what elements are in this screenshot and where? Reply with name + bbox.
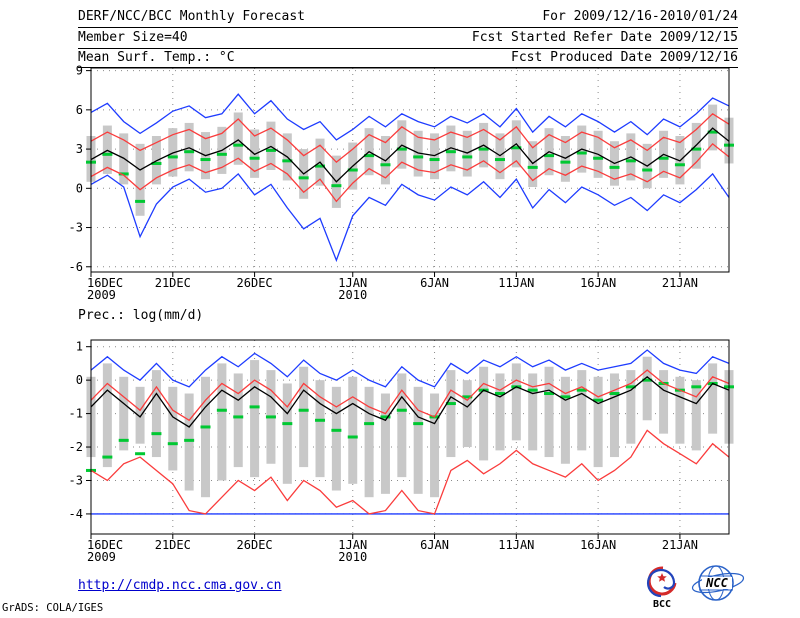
bcc-swirl-blue — [646, 568, 676, 598]
lower-quartile-line — [90, 142, 730, 203]
x-tick-sublabel: 2010 — [338, 288, 367, 302]
x-tick-label: 21JAN — [662, 276, 698, 290]
plot-frame — [90, 339, 730, 535]
y-tick-label: 6 — [76, 103, 83, 117]
x-tick-label: 11JAN — [498, 538, 534, 552]
observation-markers — [86, 378, 734, 472]
grads-credit: GrADS: COLA/IGES — [2, 602, 104, 614]
y-tick-label: 0 — [76, 373, 83, 387]
y-tick-label: -2 — [69, 440, 83, 454]
y-tick-label: 1 — [76, 340, 83, 354]
upper-quartile-line — [90, 112, 730, 164]
upper-quartile-line — [90, 369, 730, 422]
x-tick-sublabel: 2009 — [87, 288, 116, 302]
x-tick-sublabel: 2009 — [87, 550, 116, 564]
x-tick-label: 26DEC — [237, 538, 273, 552]
bcc-star-icon — [657, 573, 667, 582]
bcc-logo-label: BCC — [653, 599, 671, 609]
ensemble-min-line — [90, 172, 730, 263]
y-tick-label: -6 — [69, 260, 83, 274]
x-tick-label: 21DEC — [155, 276, 191, 290]
member-size-label: Member Size=40 — [78, 30, 188, 45]
ncc-label-bg — [702, 577, 732, 589]
x-tick-label: 21JAN — [662, 538, 698, 552]
ncc-logo: NCC — [691, 565, 745, 601]
ncc-orbit-icon — [691, 572, 745, 594]
y-tick-label: -3 — [69, 473, 83, 487]
x-tick-label: 1JAN — [338, 276, 367, 290]
lower-quartile-line — [90, 429, 730, 515]
fcst-started-label: Fcst Started Refer Date 2009/12/15 — [471, 30, 738, 45]
y-tick-label: 9 — [76, 64, 83, 78]
ensemble-spread-bars — [86, 356, 734, 498]
cmdp-url-link[interactable]: http://cmdp.ncc.cma.gov.cn — [78, 578, 282, 593]
header-rule-1 — [78, 27, 738, 28]
temp-chart-title: Mean Surf. Temp.: °C — [78, 50, 235, 65]
x-tick-label: 1JAN — [338, 538, 367, 552]
x-tick-label: 6JAN — [420, 276, 449, 290]
ncc-logo-label: NCC — [705, 576, 728, 590]
ensemble-max-line — [90, 349, 730, 388]
x-tick-label: 16JAN — [580, 276, 616, 290]
x-tick-label: 21DEC — [155, 538, 191, 552]
ensemble-mean-line — [90, 127, 730, 183]
y-tick-label: -1 — [69, 407, 83, 421]
bcc-swirl-red — [647, 566, 677, 596]
y-tick-label: -4 — [69, 507, 83, 521]
x-tick-label: 16DEC — [87, 276, 123, 290]
footer-logos: BCC NCC — [642, 563, 748, 609]
plot-frame — [90, 67, 730, 273]
header-rule-3 — [78, 67, 738, 68]
ensemble-mean-line — [90, 375, 730, 428]
x-tick-sublabel: 2010 — [338, 550, 367, 564]
y-tick-label: 0 — [76, 181, 83, 195]
x-tick-label: 11JAN — [498, 276, 534, 290]
y-axis-labels: -4 -3 -2 -1 0 1 — [69, 340, 91, 521]
y-axis-labels: -6 -3 0 3 6 9 — [69, 64, 91, 274]
y-tick-label: -3 — [69, 221, 83, 235]
x-tick-label: 16DEC — [87, 538, 123, 552]
x-tick-label: 6JAN — [420, 538, 449, 552]
x-tick-label: 16JAN — [580, 538, 616, 552]
ensemble-max-line — [90, 93, 730, 141]
fcst-produced-label: Fcst Produced Date 2009/12/16 — [511, 50, 738, 65]
y-tick-label: 3 — [76, 142, 83, 156]
page-title: DERF/NCC/BCC Monthly Forecast — [78, 9, 305, 24]
header-rule-2 — [78, 48, 738, 49]
x-tick-label: 26DEC — [237, 276, 273, 290]
forecast-range: For 2009/12/16-2010/01/24 — [542, 9, 738, 24]
bcc-logo: BCC — [646, 566, 677, 609]
precip-chart-title: Prec.: log(mm/d) — [78, 308, 204, 323]
